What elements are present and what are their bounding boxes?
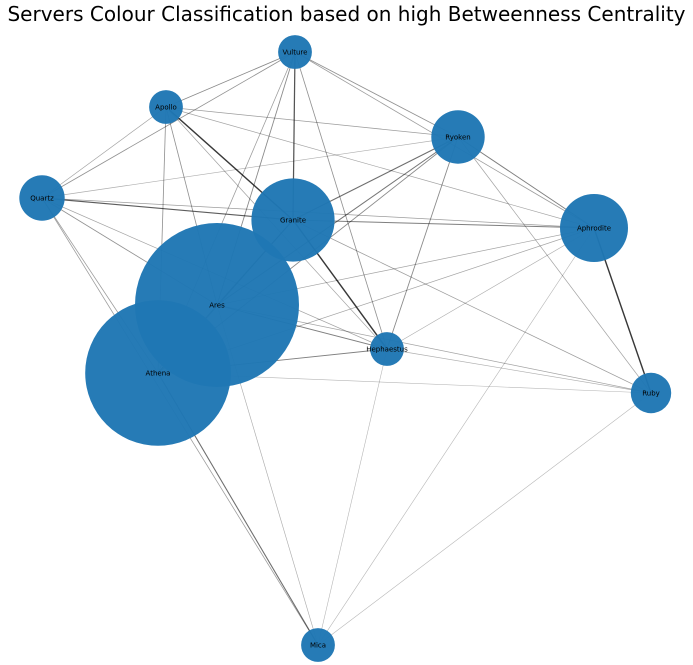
edge-vulture-ryoken [294, 51, 459, 138]
edge-hephaestus-ruby [386, 348, 652, 394]
node-granite[interactable] [251, 178, 335, 262]
node-label-mica: Mica [310, 642, 326, 650]
node-ryoken[interactable] [431, 110, 485, 164]
edge-apollo-aphrodite [165, 106, 595, 229]
labels-layer: Vulture Apollo Ryoken Quartz Granite Aphrodit… [30, 49, 660, 650]
edge-granite-ruby [292, 219, 652, 394]
node-label-ares: Ares [209, 302, 225, 310]
node-hephaestus[interactable] [370, 332, 404, 366]
node-apollo[interactable] [149, 90, 183, 124]
nodes-layer [19, 35, 672, 662]
node-label-ryoken: Ryoken [445, 134, 470, 142]
node-label-athena: Athena [146, 370, 171, 378]
node-aphrodite[interactable] [560, 194, 628, 262]
edge-ryoken-quartz [41, 136, 459, 199]
node-label-apollo: Apollo [155, 104, 177, 112]
edge-vulture-apollo [165, 51, 296, 108]
edge-aphrodite-mica [317, 227, 595, 646]
edge-quartz-granite [41, 197, 294, 221]
edge-granite-aphrodite [292, 219, 595, 229]
chart-title: Servers Colour Classification based on h… [7, 2, 686, 26]
node-label-hephaestus: Hephaestus [366, 346, 408, 354]
node-label-aphrodite: Aphrodite [577, 225, 611, 233]
edge-vulture-hephaestus [294, 51, 388, 350]
edge-ryoken-hephaestus [386, 136, 459, 350]
node-quartz[interactable] [19, 175, 65, 221]
edge-vulture-quartz [41, 51, 296, 199]
edge-apollo-ryoken [165, 106, 459, 138]
edge-aphrodite-hephaestus [386, 227, 595, 350]
edge-hephaestus-mica [317, 348, 388, 646]
node-ruby[interactable] [630, 372, 672, 414]
edge-ryoken-ruby [457, 136, 652, 394]
node-mica[interactable] [301, 628, 335, 662]
node-label-quartz: Quartz [30, 195, 54, 203]
node-vulture[interactable] [278, 35, 312, 69]
node-label-granite: Granite [280, 217, 306, 225]
edge-apollo-quartz [41, 106, 167, 199]
node-label-ruby: Ruby [642, 390, 660, 398]
node-label-vulture: Vulture [283, 49, 308, 57]
node-athena[interactable] [85, 300, 231, 446]
edge-ruby-mica [317, 392, 652, 646]
